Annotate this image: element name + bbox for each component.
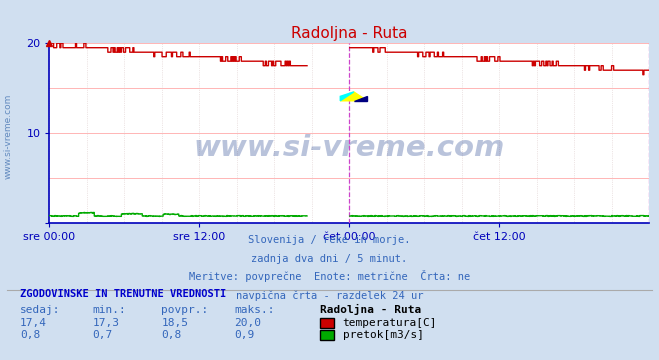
Text: ZGODOVINSKE IN TRENUTNE VREDNOSTI: ZGODOVINSKE IN TRENUTNE VREDNOSTI	[20, 289, 226, 299]
Text: povpr.:: povpr.:	[161, 305, 209, 315]
Text: zadnja dva dni / 5 minut.: zadnja dva dni / 5 minut.	[251, 254, 408, 264]
Text: 0,7: 0,7	[92, 330, 113, 341]
Text: 0,9: 0,9	[234, 330, 254, 341]
Text: 0,8: 0,8	[20, 330, 40, 341]
Text: temperatura[C]: temperatura[C]	[343, 318, 437, 328]
Text: Meritve: povprečne  Enote: metrične  Črta: ne: Meritve: povprečne Enote: metrične Črta:…	[189, 270, 470, 283]
Text: pretok[m3/s]: pretok[m3/s]	[343, 330, 424, 341]
Text: 17,3: 17,3	[92, 318, 119, 328]
Text: min.:: min.:	[92, 305, 126, 315]
Text: 18,5: 18,5	[161, 318, 188, 328]
Text: www.si-vreme.com: www.si-vreme.com	[3, 94, 13, 180]
Text: 20,0: 20,0	[234, 318, 261, 328]
Title: Radoljna - Ruta: Radoljna - Ruta	[291, 26, 407, 41]
Text: sedaj:: sedaj:	[20, 305, 60, 315]
Polygon shape	[354, 96, 367, 101]
Text: www.si-vreme.com: www.si-vreme.com	[194, 134, 505, 162]
Text: 17,4: 17,4	[20, 318, 47, 328]
Text: 0,8: 0,8	[161, 330, 182, 341]
Text: maks.:: maks.:	[234, 305, 274, 315]
Text: navpična črta - razdelek 24 ur: navpična črta - razdelek 24 ur	[236, 291, 423, 301]
Text: Radoljna - Ruta: Radoljna - Ruta	[320, 304, 421, 315]
Polygon shape	[340, 92, 367, 101]
Text: Slovenija / reke in morje.: Slovenija / reke in morje.	[248, 235, 411, 245]
Polygon shape	[340, 92, 354, 101]
